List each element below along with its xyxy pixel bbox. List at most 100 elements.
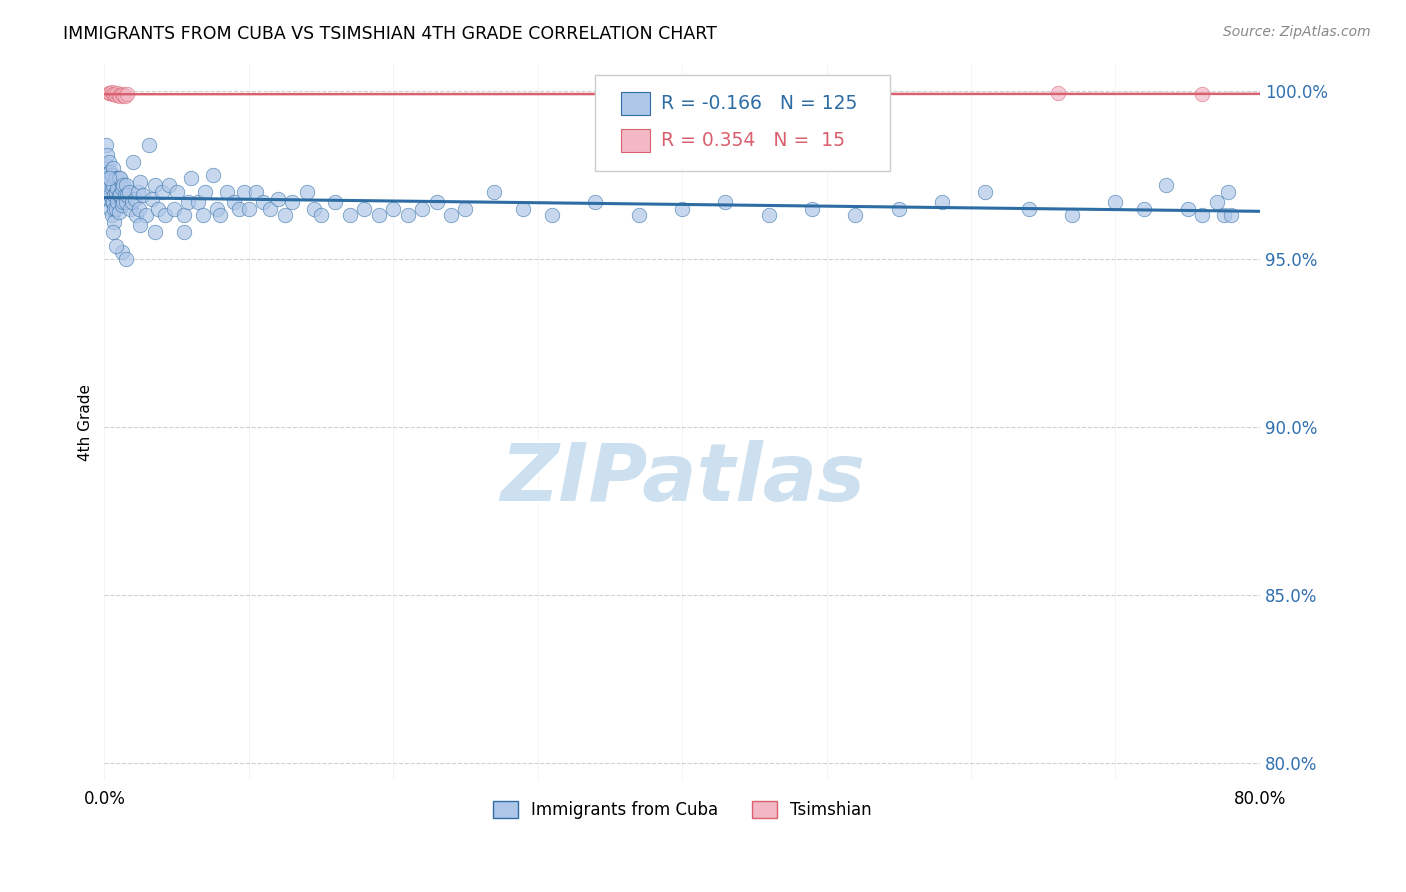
Point <box>173 225 195 239</box>
Point <box>1154 178 1177 193</box>
Point <box>339 208 361 222</box>
Point <box>166 185 188 199</box>
Point <box>112 194 135 209</box>
Point <box>103 215 125 229</box>
Point <box>411 202 433 216</box>
Point <box>150 185 173 199</box>
Text: R = 0.354   N =  15: R = 0.354 N = 15 <box>661 131 845 150</box>
Point <box>627 208 650 222</box>
Point <box>801 202 824 216</box>
Point <box>97 86 120 100</box>
Point <box>100 85 122 99</box>
Point <box>177 194 200 209</box>
Point <box>844 208 866 222</box>
Point <box>97 192 120 206</box>
Point <box>180 171 202 186</box>
Point <box>396 208 419 222</box>
Point <box>103 87 125 102</box>
Point <box>125 208 148 222</box>
Point <box>173 208 195 222</box>
Text: ZIPatlas: ZIPatlas <box>499 441 865 518</box>
Point <box>1133 202 1156 216</box>
Point <box>205 202 228 216</box>
Point <box>238 202 260 216</box>
Point <box>302 202 325 216</box>
Point <box>1220 208 1243 222</box>
Point <box>98 202 121 216</box>
Point <box>101 178 124 193</box>
Point <box>97 181 120 195</box>
Point <box>585 194 607 209</box>
Point <box>714 194 737 209</box>
Point <box>1177 202 1199 216</box>
Point <box>382 202 405 216</box>
Point <box>484 185 506 199</box>
Point <box>353 202 375 216</box>
Point <box>1216 185 1239 199</box>
Point <box>440 208 463 222</box>
Point <box>94 158 117 172</box>
Point <box>104 87 127 102</box>
Point <box>233 185 256 199</box>
Point <box>931 194 953 209</box>
Point <box>105 181 128 195</box>
Point <box>1018 202 1040 216</box>
Point <box>163 202 186 216</box>
Point <box>117 87 139 102</box>
Point <box>98 87 121 101</box>
Point <box>110 171 132 186</box>
Point <box>96 175 118 189</box>
Point <box>274 208 297 222</box>
Point <box>252 194 274 209</box>
Point <box>117 188 139 202</box>
Point <box>153 208 176 222</box>
Point <box>100 194 122 209</box>
Point <box>281 194 304 209</box>
Point <box>267 192 290 206</box>
Point <box>224 194 246 209</box>
Point <box>124 192 146 206</box>
Point <box>108 188 131 202</box>
Point <box>758 208 780 222</box>
Point <box>295 185 318 199</box>
FancyBboxPatch shape <box>596 75 890 171</box>
Point <box>98 188 121 202</box>
Point <box>108 205 131 219</box>
Point <box>111 198 134 212</box>
Legend: Immigrants from Cuba, Tsimshian: Immigrants from Cuba, Tsimshian <box>486 794 879 826</box>
Point <box>1191 87 1213 102</box>
Point <box>138 137 160 152</box>
Point <box>1062 208 1084 222</box>
Point <box>115 178 138 193</box>
Point <box>103 202 125 216</box>
Point <box>1205 194 1227 209</box>
Text: Source: ZipAtlas.com: Source: ZipAtlas.com <box>1223 25 1371 39</box>
Point <box>132 188 155 202</box>
Point <box>101 87 124 101</box>
Point <box>201 168 224 182</box>
Point <box>129 175 152 189</box>
Point <box>217 185 239 199</box>
Y-axis label: 4th Grade: 4th Grade <box>79 384 93 460</box>
Point <box>245 185 267 199</box>
Point <box>259 202 281 216</box>
Point <box>128 202 150 216</box>
Point <box>114 89 136 103</box>
Point <box>367 208 389 222</box>
Point <box>96 148 118 162</box>
Point <box>122 154 145 169</box>
Point <box>194 185 217 199</box>
Point <box>96 164 118 178</box>
Point <box>97 171 120 186</box>
Point <box>108 171 131 186</box>
Point <box>104 238 127 252</box>
Point <box>512 202 534 216</box>
Point <box>105 87 128 101</box>
Point <box>127 185 149 199</box>
Point <box>104 171 127 186</box>
Point <box>426 194 449 209</box>
Point <box>94 137 117 152</box>
Point <box>111 87 134 101</box>
Point <box>1191 208 1213 222</box>
Point <box>97 171 120 186</box>
